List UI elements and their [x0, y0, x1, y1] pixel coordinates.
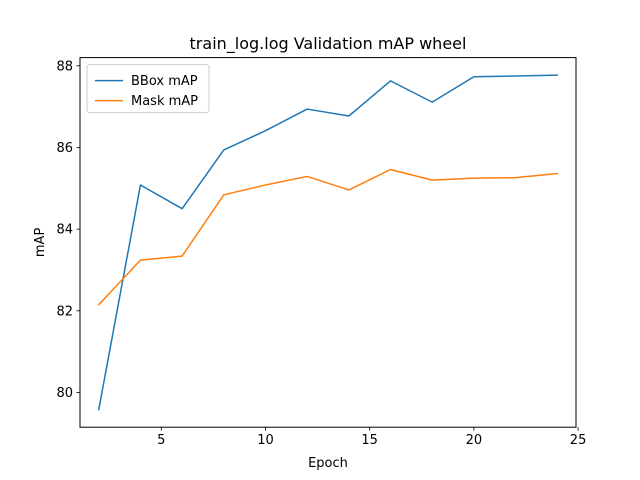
y-axis-label: mAP [33, 228, 48, 258]
legend-label-1: Mask mAP [131, 94, 198, 109]
x-tick-label: 5 [157, 433, 165, 448]
y-tick-label: 80 [56, 386, 73, 401]
legend-label-0: BBox mAP [131, 74, 198, 89]
series-line-1 [97, 168, 559, 306]
x-tick-label: 15 [361, 433, 378, 448]
x-tick-label: 10 [257, 433, 274, 448]
legend: BBox mAP Mask mAP [86, 64, 210, 114]
plot-frame [79, 57, 577, 428]
chart-title: train_log.log Validation mAP wheel [190, 34, 467, 54]
series-line-0 [97, 74, 559, 411]
y-tick-label: 82 [56, 304, 73, 319]
series-layer [97, 74, 559, 411]
x-tick-label: 25 [570, 433, 587, 448]
x-axis-label: Epoch [308, 456, 348, 471]
x-tick-label: 20 [466, 433, 483, 448]
y-axis: 80 82 84 86 88 [56, 59, 80, 401]
y-tick-label: 84 [56, 223, 73, 238]
y-tick-label: 88 [56, 59, 73, 74]
x-axis: 5 10 15 20 25 [157, 427, 586, 448]
y-tick-label: 86 [56, 141, 73, 156]
